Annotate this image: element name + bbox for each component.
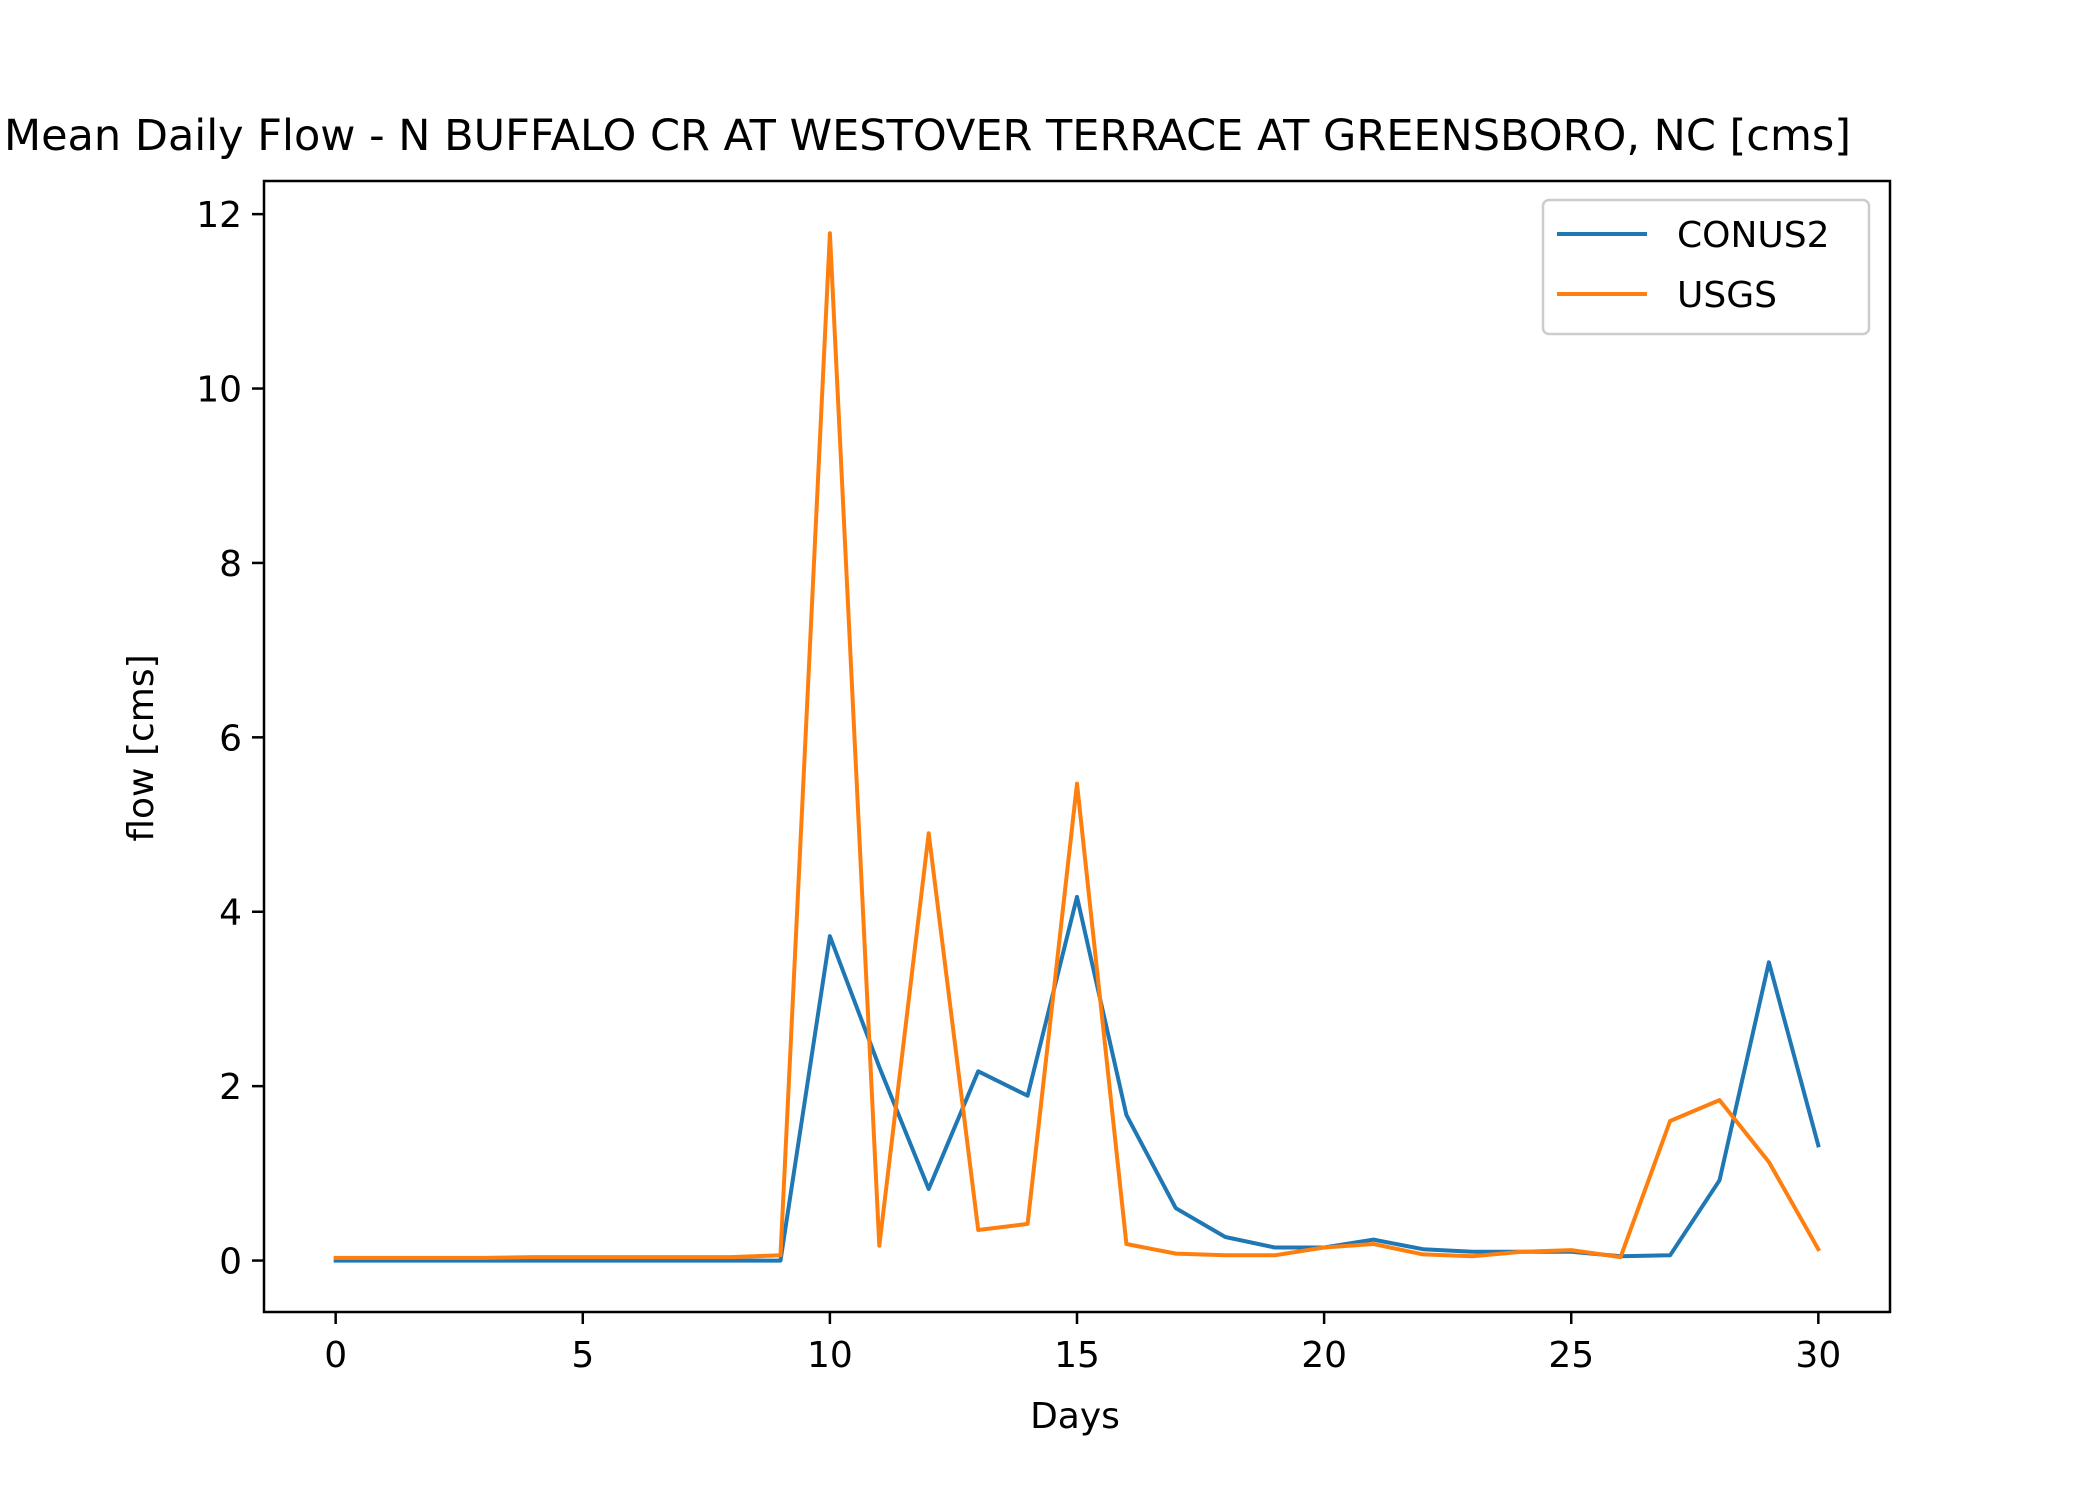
plot-area: 0 5 10 15 20 25 30 0 2 4 6 8 10 12 CONUS2 USGS xyxy=(196,179,1892,1376)
y-tick-label: 4 xyxy=(219,893,242,934)
axes-frame xyxy=(262,179,1892,1314)
x-tick-label: 10 xyxy=(807,1335,853,1376)
y-tick-label: 12 xyxy=(196,195,242,236)
x-axis-label: Days xyxy=(1030,1396,1120,1437)
y-axis-label: flow [cms] xyxy=(121,654,162,841)
chart-title: Mean Daily Flow - N BUFFALO CR AT WESTOV… xyxy=(4,111,1851,161)
x-tick-label: 20 xyxy=(1301,1335,1347,1376)
legend-label-usgs: USGS xyxy=(1677,275,1777,316)
x-tick-label: 30 xyxy=(1795,1335,1841,1376)
x-tick-label: 15 xyxy=(1054,1335,1100,1376)
y-tick-label: 8 xyxy=(219,544,242,585)
y-tick-label: 0 xyxy=(219,1242,242,1283)
y-tick-label: 10 xyxy=(196,370,242,411)
y-tick-label: 2 xyxy=(219,1067,242,1108)
series-line-usgs xyxy=(333,231,1822,1260)
x-tick-label: 25 xyxy=(1548,1335,1594,1376)
series-line-conus2 xyxy=(333,894,1821,1263)
x-tick-label: 5 xyxy=(571,1335,594,1376)
y-tick-label: 6 xyxy=(219,718,242,759)
legend-label-conus2: CONUS2 xyxy=(1677,215,1830,256)
x-tick-label: 0 xyxy=(324,1335,347,1376)
